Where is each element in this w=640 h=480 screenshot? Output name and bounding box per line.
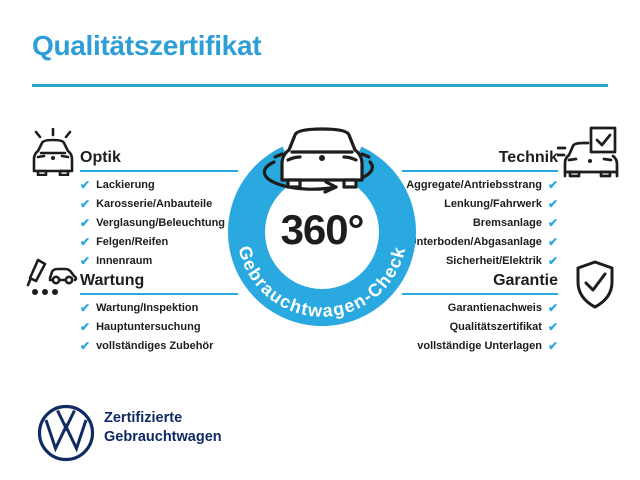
item-label: Innenraum xyxy=(96,254,153,267)
list-item: ✔ Innenraum xyxy=(80,254,225,267)
item-label: vollständiges Zubehör xyxy=(96,339,214,352)
list-item: ✔ Verglasung/Beleuchtung xyxy=(80,216,225,229)
item-label: vollständige Unterlagen xyxy=(417,339,542,352)
list-item: Qualitätszertifikat ✔ xyxy=(417,320,558,333)
section-title-garantie: Garantie xyxy=(493,272,558,289)
section-title-optik: Optik xyxy=(80,149,121,166)
shield-check-icon xyxy=(576,260,614,309)
section-title-wartung: Wartung xyxy=(80,272,145,289)
page-title: Qualitätszertifikat xyxy=(32,30,262,61)
item-label: Wartung/Inspektion xyxy=(96,301,199,314)
item-label: Garantienachweis xyxy=(447,301,542,314)
list-item: Bremsanlage ✔ xyxy=(406,216,558,229)
technik-checklist: Aggregate/Antriebsstrang ✔ Lenkung/Fahrwe… xyxy=(406,178,558,273)
brand-text: Zertifizierte Gebrauchtwagen xyxy=(104,409,222,447)
wartung-underline xyxy=(80,293,238,295)
optik-checklist: ✔ Lackierung ✔ Karosserie/Anbauteile ✔ Verg… xyxy=(80,178,225,273)
list-item: ✔ Wartung/Inspektion xyxy=(80,301,213,314)
item-label: Aggregate/Antriebsstrang xyxy=(406,178,542,191)
check-icon: ✔ xyxy=(547,253,558,268)
check-icon: ✔ xyxy=(547,300,558,315)
wartung-checklist: ✔ Wartung/Inspektion ✔ Hauptuntersuchung ✔… xyxy=(80,301,213,358)
check-icon: ✔ xyxy=(80,319,91,334)
brand-line1: Zertifizierte xyxy=(104,410,183,426)
garantie-underline xyxy=(402,293,558,295)
check-icon: ✔ xyxy=(80,177,91,192)
list-item: Garantienachweis ✔ xyxy=(417,301,558,314)
service-checklist-icon xyxy=(26,258,78,295)
check-icon: ✔ xyxy=(547,338,558,353)
title-divider xyxy=(32,84,608,87)
list-item: ✔ Karosserie/Anbauteile xyxy=(80,197,225,210)
item-label: Verglasung/Beleuchtung xyxy=(96,216,226,229)
vw-logo xyxy=(37,404,95,462)
list-item: ✔ Hauptuntersuchung xyxy=(80,320,213,333)
list-item: vollständige Unterlagen ✔ xyxy=(417,339,558,352)
check-icon: ✔ xyxy=(80,234,91,249)
garantie-checklist: Garantienachweis ✔ Qualitätszertifikat ✔ v… xyxy=(417,301,558,358)
list-item: Lenkung/Fahrwerk ✔ xyxy=(406,197,558,210)
item-label: Bremsanlage xyxy=(472,216,542,229)
car-shine-icon xyxy=(32,128,74,176)
section-title-technik: Technik xyxy=(498,149,558,166)
item-label: Lenkung/Fahrwerk xyxy=(444,197,542,210)
technik-underline xyxy=(402,170,558,172)
check-icon: ✔ xyxy=(547,319,558,334)
check-icon: ✔ xyxy=(547,234,558,249)
item-label: Sicherheit/Elektrik xyxy=(445,254,542,267)
optik-underline xyxy=(80,170,238,172)
list-item: Aggregate/Antriebsstrang ✔ xyxy=(406,178,558,191)
check-icon: ✔ xyxy=(80,196,91,211)
item-label: Qualitätszertifikat xyxy=(449,320,542,333)
brand-line2: Gebrauchtwagen xyxy=(104,429,222,445)
list-item: Unterboden/Abgasanlage ✔ xyxy=(406,235,558,248)
list-item: ✔ vollständiges Zubehör xyxy=(80,339,213,352)
check-icon: ✔ xyxy=(547,196,558,211)
item-label: Hauptuntersuchung xyxy=(96,320,201,333)
check-icon: ✔ xyxy=(80,215,91,230)
item-label: Felgen/Reifen xyxy=(96,235,169,248)
list-item: Sicherheit/Elektrik ✔ xyxy=(406,254,558,267)
degree-label: 360° xyxy=(280,206,365,253)
check-icon: ✔ xyxy=(80,338,91,353)
item-label: Karosserie/Anbauteile xyxy=(96,197,213,210)
item-label: Unterboden/Abgasanlage xyxy=(408,235,542,248)
check-icon: ✔ xyxy=(80,300,91,315)
list-item: ✔ Felgen/Reifen xyxy=(80,235,225,248)
360-check-ring: Gebrauchtwagen-Check xyxy=(227,104,416,327)
car-check-icon xyxy=(557,126,619,178)
list-item: ✔ Lackierung xyxy=(80,178,225,191)
car-rotate-icon xyxy=(262,127,374,194)
item-label: Lackierung xyxy=(96,178,155,191)
check-icon: ✔ xyxy=(80,253,91,268)
check-icon: ✔ xyxy=(547,177,558,192)
check-icon: ✔ xyxy=(547,215,558,230)
